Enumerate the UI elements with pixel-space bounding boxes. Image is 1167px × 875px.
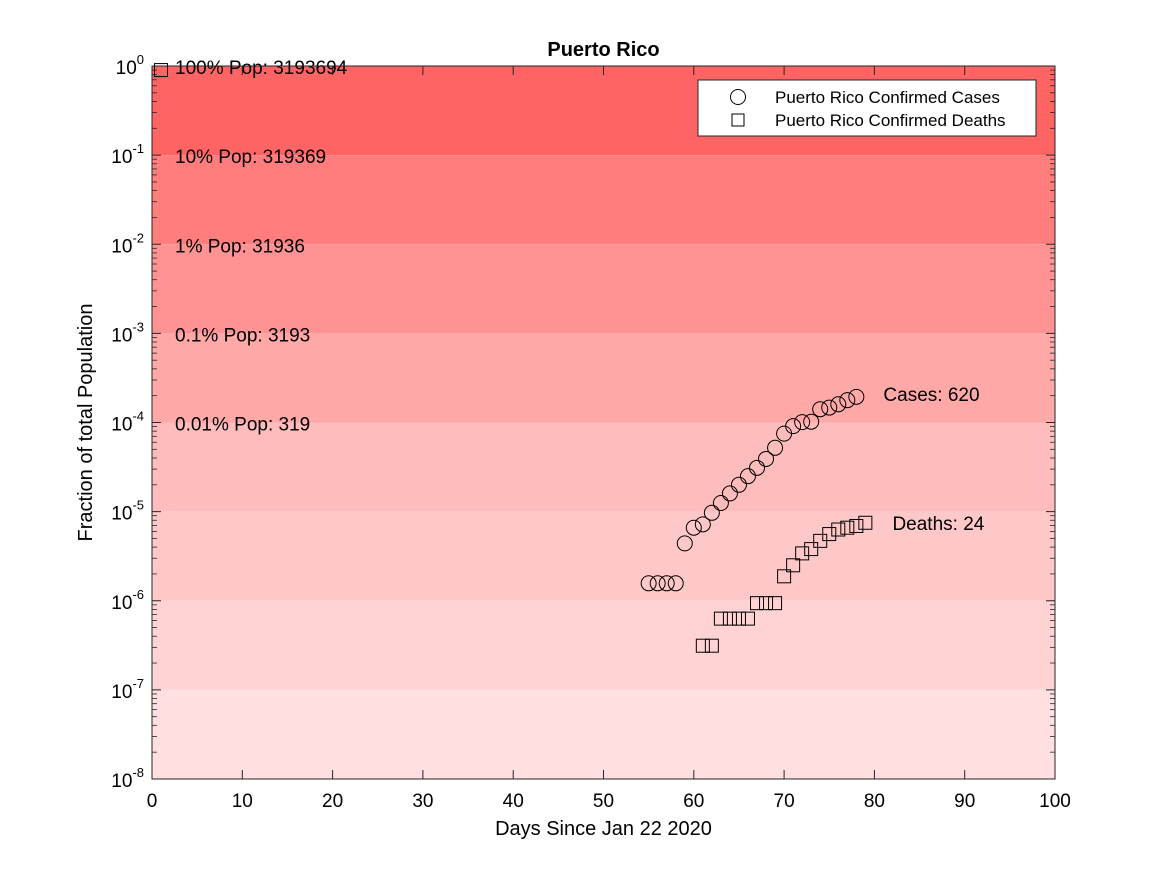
case-point — [803, 413, 820, 430]
case-point — [694, 516, 711, 533]
case-point — [721, 485, 738, 502]
band-labels: 100% Pop: 3193694 10% Pop: 319369 1% Pop: … — [175, 58, 348, 436]
y-tick-label: 10-3 — [111, 319, 144, 346]
death-point — [740, 611, 755, 626]
death-point — [858, 515, 873, 530]
case-point — [649, 575, 666, 592]
death-point — [722, 611, 737, 626]
case-point — [640, 575, 657, 592]
y-tick-label: 10-5 — [111, 498, 144, 525]
band-label-1: 10% Pop: 319369 — [175, 147, 326, 168]
y-tick-label: 10-7 — [111, 676, 144, 703]
case-point — [730, 476, 747, 493]
chart-title: Puerto Rico — [547, 39, 659, 61]
band-2 — [152, 244, 1055, 334]
legend: Puerto Rico Confirmed Cases Puerto Rico C… — [697, 79, 1037, 137]
case-point — [703, 504, 720, 521]
band-1 — [152, 155, 1055, 245]
y-tick-label: 100 — [116, 52, 144, 79]
x-tick-label: 70 — [774, 791, 795, 812]
legend-label: Puerto Rico Confirmed Deaths — [775, 111, 1006, 130]
case-point — [685, 519, 702, 536]
case-point — [812, 401, 829, 418]
death-point — [750, 596, 765, 611]
case-point — [749, 459, 766, 476]
case-point — [794, 414, 811, 431]
y-axis-title: Fraction of total Population — [75, 304, 97, 542]
x-tick-label: 80 — [864, 791, 885, 812]
band-7 — [152, 689, 1055, 779]
death-point — [840, 520, 855, 535]
annotations: Cases: 620 Deaths: 24 — [883, 385, 984, 535]
band-3 — [152, 333, 1055, 423]
death-point — [768, 596, 783, 611]
band-label-3: 0.1% Pop: 3193 — [175, 325, 310, 346]
x-tick-label: 90 — [954, 791, 975, 812]
case-point — [830, 396, 847, 413]
death-point — [759, 596, 774, 611]
y-tick-label: 10-6 — [111, 587, 144, 614]
death-point — [804, 542, 819, 557]
case-point — [758, 450, 775, 467]
y-tick-label: 10-8 — [111, 765, 144, 792]
x-tick-label: 40 — [503, 791, 524, 812]
legend-circle-marker — [730, 89, 746, 105]
legend-label: Puerto Rico Confirmed Cases — [775, 88, 1000, 107]
x-axis: 0 10 20 30 40 50 60 70 80 90 100 — [147, 66, 1071, 812]
band-label-4: 0.01% Pop: 319 — [175, 415, 310, 436]
x-tick-label: 0 — [147, 791, 158, 812]
case-point — [739, 468, 756, 485]
legend-square-marker — [731, 113, 745, 127]
data-markers — [154, 63, 873, 653]
y-tick-label: 10-2 — [111, 230, 144, 257]
death-point — [777, 569, 792, 584]
death-point — [695, 638, 710, 653]
x-tick-label: 30 — [412, 791, 433, 812]
death-point — [795, 546, 810, 561]
legend-box — [697, 79, 1037, 137]
band-6 — [152, 600, 1055, 690]
x-tick-label: 60 — [683, 791, 704, 812]
band-label-0: 100% Pop: 3193694 — [175, 58, 348, 79]
x-axis-title: Days Since Jan 22 2020 — [495, 818, 712, 840]
case-point — [785, 418, 802, 435]
case-point — [848, 388, 865, 405]
case-point — [767, 439, 784, 456]
death-point — [831, 522, 846, 537]
band-label-2: 1% Pop: 31936 — [175, 236, 305, 257]
y-tick-label: 10-4 — [111, 409, 144, 436]
x-tick-label: 100 — [1039, 791, 1071, 812]
death-point — [704, 638, 719, 653]
band-4 — [152, 422, 1055, 512]
x-tick-label: 20 — [322, 791, 343, 812]
deaths-annotation: Deaths: 24 — [892, 514, 984, 535]
case-point — [712, 494, 729, 511]
x-tick-label: 50 — [593, 791, 614, 812]
death-point — [849, 518, 864, 533]
x-tick-label: 10 — [232, 791, 253, 812]
band-5 — [152, 511, 1055, 601]
case-point — [676, 535, 693, 552]
death-point — [713, 611, 728, 626]
y-tick-label: 10-1 — [111, 141, 144, 168]
death-point — [822, 527, 837, 542]
case-point — [821, 399, 838, 416]
case-point — [839, 392, 856, 409]
case-point — [658, 575, 675, 592]
case-point — [667, 575, 684, 592]
death-point — [786, 558, 801, 573]
death-point — [731, 611, 746, 626]
population-bands — [152, 66, 1055, 779]
cases-annotation: Cases: 620 — [883, 385, 979, 406]
y-axis: 100 10-1 10-2 10-3 10-4 10-5 10-6 10-7 10-8 — [111, 52, 1055, 792]
